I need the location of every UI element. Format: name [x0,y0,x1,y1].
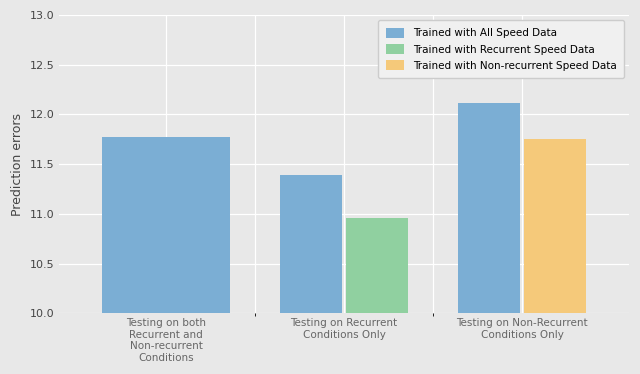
Bar [458,102,520,374]
Y-axis label: Prediction errors: Prediction errors [11,113,24,216]
Bar [280,175,342,374]
Bar [102,137,230,374]
Bar [524,140,586,374]
Legend: Trained with All Speed Data, Trained with Recurrent Speed Data, Trained with Non: Trained with All Speed Data, Trained wit… [378,20,624,78]
Bar [346,218,408,374]
